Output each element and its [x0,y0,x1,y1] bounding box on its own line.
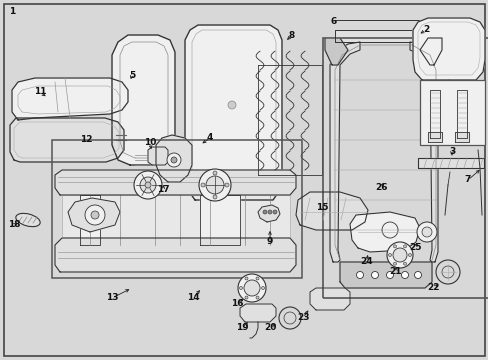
Circle shape [171,157,177,163]
Circle shape [272,210,276,214]
Polygon shape [80,195,100,245]
Ellipse shape [16,213,40,227]
Circle shape [371,271,378,279]
Circle shape [393,262,396,265]
Circle shape [85,205,105,225]
Text: 25: 25 [408,243,420,252]
Circle shape [401,271,407,279]
Circle shape [414,271,421,279]
Polygon shape [325,38,347,65]
Polygon shape [62,195,289,238]
Text: 2: 2 [422,26,428,35]
Circle shape [407,253,411,256]
Polygon shape [339,262,431,288]
Text: 18: 18 [8,220,20,230]
Polygon shape [429,90,439,138]
Circle shape [244,277,247,280]
Text: 24: 24 [360,257,372,266]
Text: 10: 10 [143,139,156,148]
Polygon shape [148,147,168,165]
Text: 1: 1 [9,8,15,17]
Polygon shape [427,132,441,142]
Bar [323,38,488,298]
Circle shape [421,227,431,237]
Polygon shape [334,30,436,42]
Text: 8: 8 [288,31,295,40]
Text: 3: 3 [448,148,454,157]
Circle shape [386,271,393,279]
Polygon shape [349,212,419,252]
Circle shape [403,262,406,265]
Polygon shape [456,90,466,138]
Text: 4: 4 [206,134,213,143]
Text: 12: 12 [80,135,92,144]
Text: 6: 6 [330,18,336,27]
Bar [419,80,484,145]
Polygon shape [156,135,192,182]
Polygon shape [419,38,441,65]
Text: 19: 19 [235,324,248,333]
Text: 9: 9 [266,238,273,247]
Text: 13: 13 [105,293,118,302]
Polygon shape [412,18,484,80]
Circle shape [244,280,260,296]
Circle shape [140,177,156,193]
Circle shape [393,245,396,248]
Polygon shape [55,170,295,195]
Text: 7: 7 [464,175,470,184]
Circle shape [261,287,264,289]
Circle shape [227,101,236,109]
Circle shape [263,210,266,214]
Circle shape [134,171,162,199]
Polygon shape [10,118,124,162]
Circle shape [356,271,363,279]
Text: 17: 17 [156,185,169,194]
Circle shape [205,176,224,194]
Polygon shape [329,42,359,262]
Text: 16: 16 [230,298,243,307]
Polygon shape [55,238,295,272]
Polygon shape [417,158,483,168]
Polygon shape [12,78,128,120]
Text: 23: 23 [296,314,308,323]
Circle shape [416,222,436,242]
Text: 5: 5 [129,71,135,80]
Text: 26: 26 [374,184,386,193]
Circle shape [167,153,181,167]
Text: 11: 11 [34,87,46,96]
Circle shape [201,183,204,187]
Text: 20: 20 [263,324,276,333]
Circle shape [386,242,412,268]
Circle shape [213,171,217,175]
Text: 15: 15 [315,203,327,212]
Polygon shape [258,205,280,222]
Circle shape [238,274,265,302]
Circle shape [267,210,271,214]
Circle shape [91,211,99,219]
Circle shape [256,277,259,280]
Circle shape [256,296,259,299]
Circle shape [387,253,391,256]
Text: 22: 22 [427,284,439,292]
Circle shape [244,296,247,299]
Circle shape [403,245,406,248]
Polygon shape [240,304,275,322]
Text: 14: 14 [186,293,199,302]
Circle shape [392,248,406,262]
Bar [52,140,302,278]
Circle shape [199,169,230,201]
Polygon shape [184,25,282,200]
Polygon shape [409,42,437,262]
Polygon shape [112,35,175,165]
Circle shape [145,182,151,188]
Circle shape [224,183,228,187]
Polygon shape [68,198,120,232]
Polygon shape [454,132,468,142]
Circle shape [213,195,217,199]
Polygon shape [309,288,349,310]
Polygon shape [200,195,240,245]
Polygon shape [295,192,367,230]
Text: 21: 21 [389,267,402,276]
Circle shape [239,287,242,289]
